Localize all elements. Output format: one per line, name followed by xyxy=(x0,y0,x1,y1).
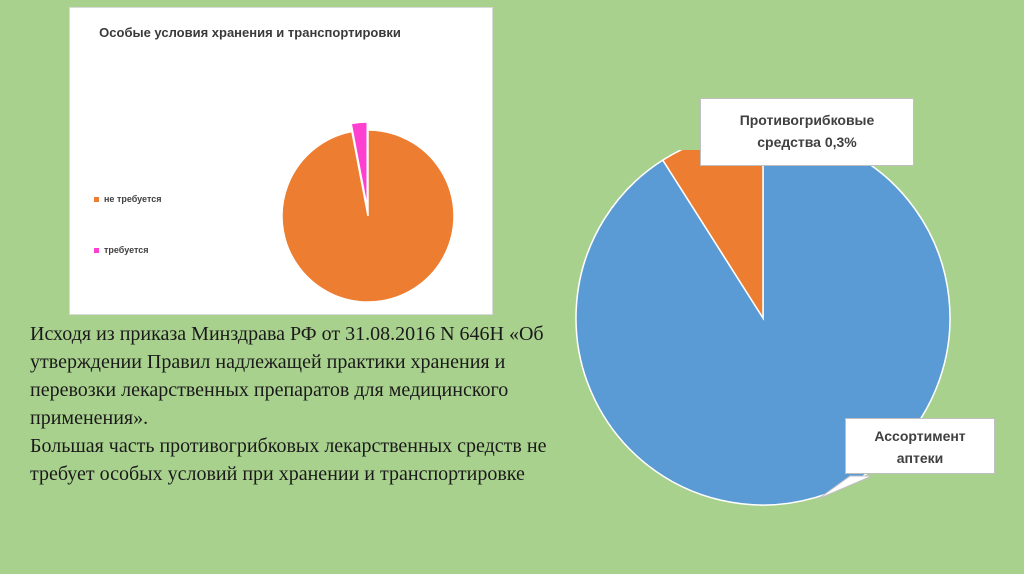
storage-conditions-chart: Особые условия хранения и транспортировк… xyxy=(69,7,493,315)
pie-slice-not-required xyxy=(281,129,455,303)
conclusion-paragraph: Большая часть противогрибковых лекарстве… xyxy=(30,435,547,485)
callout-line: аптеки xyxy=(896,450,944,466)
legend-swatch-orange xyxy=(94,196,99,202)
legend-item-not-required: не требуется xyxy=(94,194,162,204)
callout-bottom-pointer xyxy=(817,475,873,500)
chart-title: Особые условия хранения и транспортировк… xyxy=(99,25,401,40)
legend-item-required: требуется xyxy=(94,245,149,255)
body-text: Исходя из приказа Минздрава РФ от 31.08.… xyxy=(30,320,560,488)
callout-line: Ассортимент xyxy=(874,428,966,444)
storage-pie-svg xyxy=(281,121,455,303)
pie-slice-assortment xyxy=(575,150,951,506)
legend-swatch-magenta xyxy=(94,247,99,253)
legend-label: требуется xyxy=(104,245,149,255)
callout-line: средства 0,3% xyxy=(757,134,857,150)
order-reference-paragraph: Исходя из приказа Минздрава РФ от 31.08.… xyxy=(30,323,544,429)
legend-label: не требуется xyxy=(104,194,162,204)
pie-slice-antifungal xyxy=(661,150,764,321)
assortment-pie-svg xyxy=(575,150,951,506)
pie-slice-required xyxy=(350,121,368,209)
callout-assortment: Ассортимент аптеки xyxy=(845,418,995,474)
callout-antifungal: Противогрибковые средства 0,3% xyxy=(700,98,914,166)
callout-line: Противогрибковые xyxy=(739,112,875,128)
